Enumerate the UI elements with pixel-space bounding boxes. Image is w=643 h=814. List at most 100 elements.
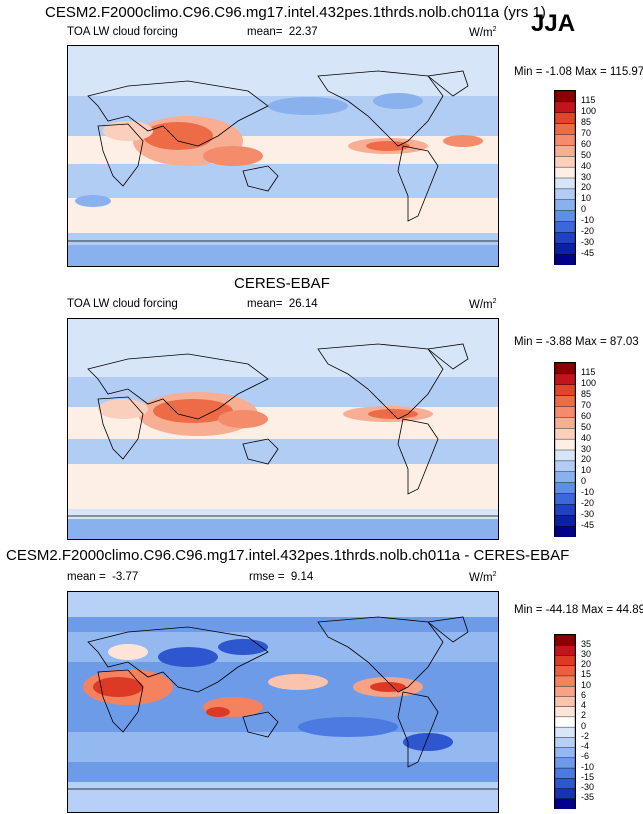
colorbar-label: -30 xyxy=(581,782,595,792)
colorbar-label: -15 xyxy=(581,771,595,782)
panel1-units: W/m2 xyxy=(469,26,497,39)
panel1-colorbar-swatches xyxy=(554,90,576,266)
colorbar-swatch xyxy=(554,747,576,759)
colorbar-label: 10 xyxy=(581,679,592,690)
panel2-units: W/m2 xyxy=(469,298,497,311)
colorbar-label: -10 xyxy=(581,215,595,225)
colorbar-label: 50 xyxy=(581,149,592,160)
panel1-variable: TOA LW cloud forcing xyxy=(67,26,178,38)
colorbar-swatch xyxy=(554,634,576,646)
colorbar-label: 15 xyxy=(581,669,592,680)
colorbar-swatch xyxy=(554,788,576,800)
panel1-minmax: Min = -1.08 Max = 115.97 xyxy=(514,66,643,78)
colorbar-swatch xyxy=(554,177,576,190)
colorbar-label: -20 xyxy=(581,225,595,236)
colorbar-swatch xyxy=(554,123,576,136)
colorbar-label: 40 xyxy=(581,160,592,171)
colorbar-label: 115 xyxy=(581,367,596,378)
colorbar-swatch xyxy=(554,438,576,451)
colorbar-label: -20 xyxy=(581,497,595,508)
colorbar-swatch xyxy=(554,221,576,233)
colorbar-label: 20 xyxy=(581,659,592,670)
panel3-rmse: rmse = 9.14 xyxy=(249,571,314,583)
panel3-units: W/m2 xyxy=(469,571,497,584)
colorbar-label: 4 xyxy=(581,700,587,711)
colorbar-label: -10 xyxy=(581,487,595,497)
colorbar-swatch xyxy=(554,362,576,375)
colorbar-swatch xyxy=(554,406,576,418)
colorbar-label: 60 xyxy=(581,410,592,421)
colorbar-swatch xyxy=(554,134,576,146)
colorbar-swatch xyxy=(554,716,576,728)
colorbar-label: -30 xyxy=(581,508,595,519)
colorbar-swatch xyxy=(554,493,576,505)
colorbar-label: 60 xyxy=(581,138,592,149)
panel1-map xyxy=(67,45,499,267)
colorbar-label: 20 xyxy=(581,182,592,193)
colorbar-swatch xyxy=(554,685,576,697)
colorbar-swatch xyxy=(554,373,576,386)
panel2-map xyxy=(67,318,499,540)
panel1-map-svg xyxy=(68,46,498,266)
panel2-map-svg xyxy=(68,319,498,539)
colorbar-swatch xyxy=(554,210,576,223)
colorbar-label: -2 xyxy=(581,730,590,741)
colorbar-swatch xyxy=(554,253,576,266)
panel2-title: CERES-EBAF xyxy=(234,275,330,292)
colorbar-label: 2 xyxy=(581,710,587,721)
panel3-colorbar-swatches xyxy=(554,634,576,810)
colorbar-swatch xyxy=(554,156,576,168)
colorbar-swatch xyxy=(554,112,576,125)
panel3-title: CESM2.F2000climo.C96.C96.mg17.intel.432p… xyxy=(6,547,570,564)
colorbar-swatch xyxy=(554,675,576,687)
colorbar-label: -10 xyxy=(581,761,595,772)
colorbar-label: 100 xyxy=(581,106,597,117)
colorbar-swatch xyxy=(554,384,576,397)
panel2-mean: mean= 26.14 xyxy=(247,298,318,310)
season-label: JJA xyxy=(531,10,576,37)
colorbar-label: -30 xyxy=(581,236,595,247)
colorbar-swatch xyxy=(554,798,576,810)
colorbar-swatch xyxy=(554,525,576,538)
colorbar-swatch xyxy=(554,757,576,769)
colorbar-label: 40 xyxy=(581,432,592,443)
colorbar-label: 85 xyxy=(581,389,592,400)
colorbar-swatch xyxy=(554,428,576,440)
colorbar-label: 0 xyxy=(581,204,587,215)
colorbar-label: 70 xyxy=(581,400,592,410)
colorbar-swatch xyxy=(554,645,576,656)
colorbar-label: 30 xyxy=(581,443,592,454)
colorbar-swatch xyxy=(554,706,576,718)
colorbar-swatch xyxy=(554,778,576,790)
colorbar-label: -45 xyxy=(581,247,595,258)
colorbar-label: 115 xyxy=(581,95,596,106)
colorbar-label: -6 xyxy=(581,751,590,762)
colorbar-label: 0 xyxy=(581,720,587,731)
panel3-minmax: Min = -44.18 Max = 44.89 xyxy=(514,604,643,616)
colorbar-label: 10 xyxy=(581,465,592,476)
colorbar-swatch xyxy=(554,726,576,738)
colorbar-swatch xyxy=(554,101,576,114)
colorbar-label: 20 xyxy=(581,454,592,465)
colorbar-swatch xyxy=(554,90,576,103)
panel1-mean: mean= 22.37 xyxy=(247,26,318,38)
colorbar-swatch xyxy=(554,696,576,708)
panel2-variable: TOA LW cloud forcing xyxy=(67,298,178,310)
colorbar-swatch xyxy=(554,188,576,201)
panel1-colorbar-box xyxy=(554,90,576,266)
colorbar-swatch xyxy=(554,145,576,157)
panel2-colorbar-swatches xyxy=(554,362,576,538)
colorbar-label: 30 xyxy=(581,171,592,182)
colorbar-swatch xyxy=(554,737,576,749)
colorbar-swatch xyxy=(554,449,576,462)
colorbar-label: 100 xyxy=(581,378,597,389)
colorbar-swatch xyxy=(554,243,576,255)
colorbar-label: 10 xyxy=(581,193,592,204)
colorbar-label: 85 xyxy=(581,117,592,128)
colorbar-swatch xyxy=(554,504,576,516)
colorbar-swatch xyxy=(554,199,576,212)
colorbar-swatch xyxy=(554,471,576,484)
colorbar-label: 50 xyxy=(581,421,592,432)
colorbar-label: 70 xyxy=(581,128,592,138)
colorbar-label: 35 xyxy=(581,638,592,649)
